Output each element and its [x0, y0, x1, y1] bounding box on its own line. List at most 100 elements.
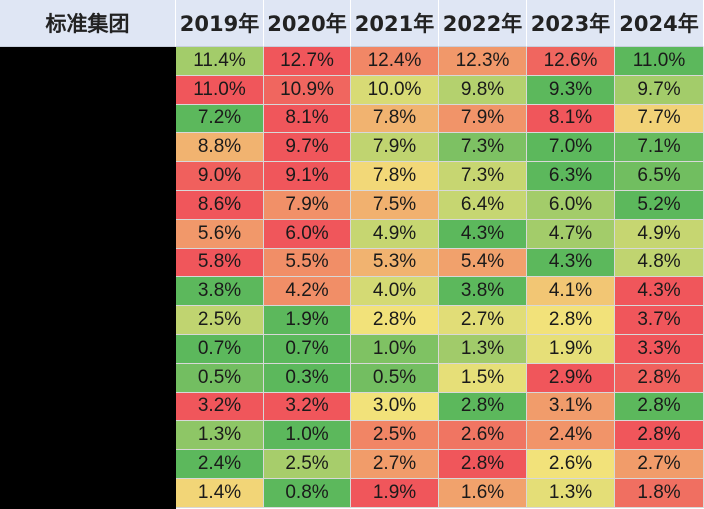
- year-header: 2024年: [615, 0, 704, 47]
- table-cell: 0.3%: [264, 363, 351, 393]
- table-cell: 1.9%: [527, 335, 615, 364]
- year-header: 2019年: [176, 0, 264, 47]
- table-cell: 1.0%: [351, 335, 439, 364]
- table-cell: 3.0%: [351, 392, 439, 422]
- table-cell: 3.8%: [176, 277, 264, 307]
- table-cell: 2.8%: [615, 421, 704, 451]
- table-cell: 2.5%: [351, 421, 439, 451]
- table-cell: 9.3%: [527, 75, 615, 105]
- table-cell: 0.5%: [351, 363, 439, 393]
- table-cell: 2.5%: [264, 450, 351, 479]
- table-cell: 12.3%: [439, 47, 527, 76]
- table-cell: 8.1%: [264, 104, 351, 134]
- table-cell: 0.7%: [264, 335, 351, 364]
- table-cell: 3.8%: [439, 277, 527, 307]
- table-cell: 1.4%: [176, 479, 264, 508]
- corner-header: 标准集团: [0, 0, 176, 47]
- table-cell: 7.3%: [439, 162, 527, 191]
- table-cell: 1.0%: [264, 421, 351, 451]
- table-cell: 6.0%: [264, 219, 351, 249]
- table-cell: 2.5%: [176, 306, 264, 335]
- table-cell: 7.1%: [615, 133, 704, 163]
- table-cell: 5.5%: [264, 248, 351, 278]
- table-cell: 2.6%: [527, 450, 615, 479]
- table-cell: 10.9%: [264, 75, 351, 105]
- row-label-column: [0, 47, 176, 509]
- table-cell: 10.0%: [351, 75, 439, 105]
- table-cell: 1.5%: [439, 363, 527, 393]
- table-cell: 0.8%: [264, 479, 351, 508]
- table-cell: 1.3%: [439, 335, 527, 364]
- table-cell: 9.7%: [615, 75, 704, 105]
- table-cell: 1.9%: [264, 306, 351, 335]
- table-cell: 2.8%: [439, 392, 527, 422]
- table-cell: 4.3%: [615, 277, 704, 307]
- table-cell: 7.8%: [351, 104, 439, 134]
- table-cell: 3.1%: [527, 392, 615, 422]
- table-cell: 5.4%: [439, 248, 527, 278]
- table-cell: 11.0%: [176, 75, 264, 105]
- table-cell: 9.0%: [176, 162, 264, 191]
- table-cell: 1.3%: [527, 479, 615, 508]
- table-cell: 2.6%: [439, 421, 527, 451]
- table-cell: 1.6%: [439, 479, 527, 508]
- table-cell: 11.4%: [176, 47, 264, 76]
- table-cell: 0.5%: [176, 363, 264, 393]
- table-cell: 2.8%: [351, 306, 439, 335]
- table-cell: 4.9%: [615, 219, 704, 249]
- table-cell: 8.1%: [527, 104, 615, 134]
- table-cell: 11.0%: [615, 47, 704, 76]
- table-cell: 9.8%: [439, 75, 527, 105]
- table-cell: 4.3%: [439, 219, 527, 249]
- table-cell: 1.3%: [176, 421, 264, 451]
- table-cell: 4.0%: [351, 277, 439, 307]
- table-cell: 6.4%: [439, 191, 527, 220]
- table-cell: 7.7%: [615, 104, 704, 134]
- table-cell: 8.6%: [176, 191, 264, 220]
- table-cell: 2.8%: [615, 363, 704, 393]
- table-cell: 2.8%: [615, 392, 704, 422]
- table-cell: 3.2%: [264, 392, 351, 422]
- table-cell: 4.7%: [527, 219, 615, 249]
- table-cell: 12.4%: [351, 47, 439, 76]
- table-cell: 0.7%: [176, 335, 264, 364]
- table-cell: 6.0%: [527, 191, 615, 220]
- table-cell: 5.2%: [615, 191, 704, 220]
- table-cell: 5.8%: [176, 248, 264, 278]
- year-header: 2023年: [527, 0, 615, 47]
- table-cell: 2.7%: [351, 450, 439, 479]
- table-cell: 12.7%: [264, 47, 351, 76]
- table-cell: 1.9%: [351, 479, 439, 508]
- table-cell: 8.8%: [176, 133, 264, 163]
- table-cell: 1.8%: [615, 479, 704, 508]
- year-header: 2022年: [439, 0, 527, 47]
- table-cell: 7.2%: [176, 104, 264, 134]
- table-cell: 2.7%: [615, 450, 704, 479]
- table-cell: 2.4%: [527, 421, 615, 451]
- table-cell: 9.1%: [264, 162, 351, 191]
- table-cell: 7.8%: [351, 162, 439, 191]
- table-cell: 2.8%: [527, 306, 615, 335]
- table-cell: 7.5%: [351, 191, 439, 220]
- table-cell: 2.9%: [527, 363, 615, 393]
- table-cell: 2.4%: [176, 450, 264, 479]
- table-cell: 12.6%: [527, 47, 615, 76]
- table-cell: 3.7%: [615, 306, 704, 335]
- year-header: 2021年: [351, 0, 439, 47]
- table-cell: 7.9%: [439, 104, 527, 134]
- table-cell: 3.3%: [615, 335, 704, 364]
- table-cell: 5.3%: [351, 248, 439, 278]
- table-cell: 3.2%: [176, 392, 264, 422]
- table-cell: 2.8%: [439, 450, 527, 479]
- table-cell: 4.1%: [527, 277, 615, 307]
- table-cell: 7.3%: [439, 133, 527, 163]
- table-cell: 4.8%: [615, 248, 704, 278]
- year-header: 2020年: [264, 0, 351, 47]
- table-cell: 4.3%: [527, 248, 615, 278]
- table-cell: 5.6%: [176, 219, 264, 249]
- table-cell: 2.7%: [439, 306, 527, 335]
- table-cell: 7.0%: [527, 133, 615, 163]
- table-cell: 6.3%: [527, 162, 615, 191]
- table-cell: 4.2%: [264, 277, 351, 307]
